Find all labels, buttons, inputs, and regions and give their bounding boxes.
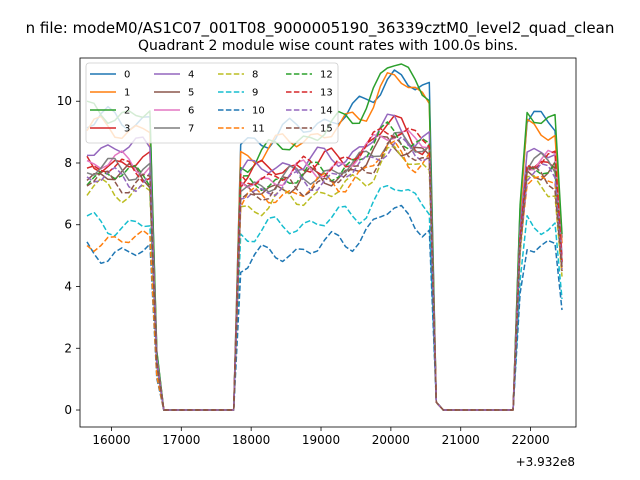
legend-label-1: 1 [124,88,130,99]
y-tick-label: 4 [64,280,72,294]
x-tick-label: 18000 [232,433,270,447]
legend-label-7: 7 [188,124,194,135]
legend-box [85,62,339,144]
chart-suptitle: n file: modeM0/AS1C07_001T08_9000005190_… [26,19,615,38]
legend-label-14: 14 [320,106,333,117]
x-tick-label: 16000 [92,433,130,447]
y-tick-label: 8 [64,156,72,170]
legend-label-0: 0 [124,70,130,81]
series-line-15 [86,135,563,411]
legend-label-15: 15 [320,124,333,135]
x-tick-label: 19000 [302,433,340,447]
legend-label-4: 4 [188,70,194,81]
x-tick-label: 21000 [442,433,480,447]
legend-label-9: 9 [252,88,258,99]
x-tick-label: 17000 [162,433,200,447]
y-tick-label: 0 [64,403,72,417]
legend-label-2: 2 [124,106,130,117]
legend-label-5: 5 [188,88,194,99]
legend-label-10: 10 [252,106,265,117]
legend-label-3: 3 [124,124,130,135]
legend-label-6: 6 [188,106,194,117]
x-tick-label: 20000 [372,433,410,447]
y-tick-label: 2 [64,341,72,355]
plot-frame [79,57,577,428]
chart-title: Quadrant 2 module wise count rates with … [138,38,518,54]
plot-lines [86,63,563,411]
legend-label-13: 13 [320,88,333,99]
y-tick-label: 6 [64,218,72,232]
legend-label-11: 11 [252,124,265,135]
series-line-8 [86,145,563,411]
y-tick-label: 10 [57,94,72,108]
legend-label-8: 8 [252,70,258,81]
legend-label-12: 12 [320,70,333,81]
axes: 16000 17000 18000 19000 20000 21000 22000 0 2 4 6 8… [57,57,577,447]
x-tick-label: 22000 [511,433,549,447]
x-offset-label: +3.932e8 [516,455,575,469]
